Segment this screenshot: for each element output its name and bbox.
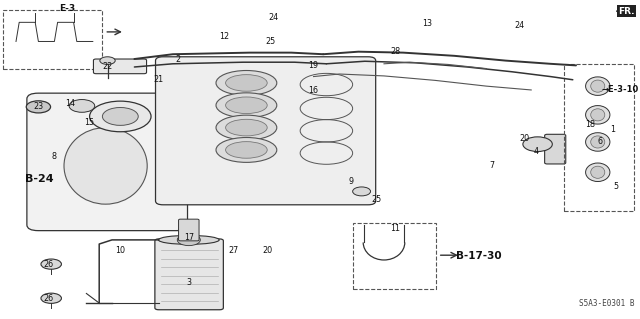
- Text: 22: 22: [102, 63, 113, 71]
- Text: 28: 28: [390, 47, 401, 56]
- Text: 13: 13: [422, 19, 433, 28]
- Text: 26: 26: [43, 294, 53, 303]
- Ellipse shape: [226, 75, 268, 91]
- Text: 27: 27: [228, 246, 239, 255]
- Text: E-3: E-3: [59, 4, 76, 13]
- Ellipse shape: [64, 128, 147, 204]
- Text: 23: 23: [33, 102, 44, 111]
- Ellipse shape: [591, 136, 605, 148]
- Circle shape: [100, 57, 115, 64]
- Circle shape: [102, 108, 138, 125]
- Ellipse shape: [586, 133, 610, 151]
- Text: 3: 3: [186, 278, 191, 287]
- Circle shape: [353, 187, 371, 196]
- Ellipse shape: [591, 80, 605, 92]
- Text: 12: 12: [219, 32, 229, 41]
- Text: 10: 10: [115, 246, 125, 255]
- Ellipse shape: [586, 77, 610, 95]
- Text: 14: 14: [65, 99, 76, 108]
- Circle shape: [26, 101, 51, 113]
- Text: B-24: B-24: [26, 174, 54, 184]
- FancyBboxPatch shape: [156, 57, 376, 205]
- Ellipse shape: [226, 97, 268, 114]
- Text: 8: 8: [52, 152, 57, 161]
- Ellipse shape: [216, 137, 277, 162]
- Ellipse shape: [591, 166, 605, 178]
- Text: 15: 15: [84, 118, 95, 127]
- Text: 9: 9: [348, 177, 353, 186]
- Text: S5A3-E0301 B: S5A3-E0301 B: [579, 299, 635, 308]
- Circle shape: [523, 137, 552, 152]
- Text: 25: 25: [265, 37, 275, 46]
- Text: 25: 25: [371, 195, 381, 204]
- Text: →E-3-10: →E-3-10: [602, 85, 639, 94]
- Ellipse shape: [216, 115, 277, 140]
- FancyBboxPatch shape: [93, 59, 147, 74]
- Text: 11: 11: [390, 224, 401, 233]
- Text: 1: 1: [610, 125, 615, 134]
- Text: 24: 24: [515, 21, 525, 30]
- FancyBboxPatch shape: [179, 219, 199, 241]
- Text: B-17-30: B-17-30: [456, 251, 502, 261]
- Text: FR.: FR.: [618, 7, 635, 16]
- Text: 2: 2: [175, 55, 180, 63]
- FancyBboxPatch shape: [545, 134, 566, 164]
- Ellipse shape: [158, 235, 219, 244]
- Circle shape: [69, 100, 95, 112]
- Text: 26: 26: [43, 260, 53, 269]
- Circle shape: [90, 101, 151, 132]
- Text: 20: 20: [262, 246, 273, 255]
- Circle shape: [41, 259, 61, 269]
- Ellipse shape: [591, 109, 605, 121]
- Circle shape: [41, 293, 61, 303]
- Text: 16: 16: [308, 86, 319, 95]
- Text: 24: 24: [269, 13, 279, 22]
- FancyBboxPatch shape: [27, 93, 188, 231]
- Ellipse shape: [586, 106, 610, 124]
- Ellipse shape: [226, 142, 268, 158]
- Text: 6: 6: [598, 137, 603, 146]
- Text: 19: 19: [308, 61, 319, 70]
- Ellipse shape: [216, 70, 277, 95]
- Text: 4: 4: [534, 147, 539, 156]
- Text: 7: 7: [489, 161, 494, 170]
- Ellipse shape: [226, 119, 268, 136]
- Text: 18: 18: [585, 120, 595, 129]
- Ellipse shape: [216, 93, 277, 118]
- Text: 17: 17: [184, 233, 194, 242]
- Circle shape: [177, 234, 200, 246]
- Ellipse shape: [586, 163, 610, 182]
- Text: 5: 5: [614, 182, 619, 191]
- FancyBboxPatch shape: [155, 239, 223, 310]
- Text: 20: 20: [520, 134, 530, 143]
- Text: 21: 21: [154, 75, 164, 84]
